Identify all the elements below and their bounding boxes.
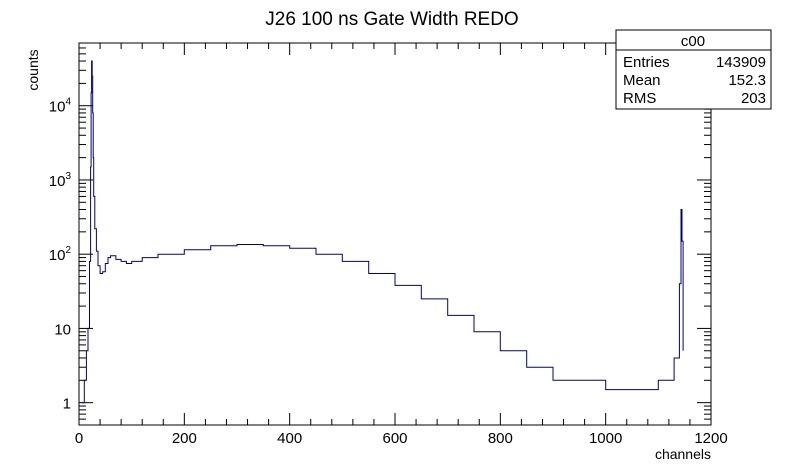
y-tick-label-0: 1 — [63, 396, 71, 413]
y-tick-label-4: 104 — [49, 97, 72, 116]
y-axis-label: counts — [25, 49, 41, 90]
x-tick-label-4: 800 — [488, 430, 513, 447]
x-axis-label: channels — [655, 446, 711, 462]
x-tick-label-5: 1000 — [589, 430, 622, 447]
stats-box: c00 Entries 143909 Mean 152.3 RMS 203 — [615, 29, 772, 110]
x-tick-label-0: 0 — [75, 430, 83, 447]
chart-title: J26 100 ns Gate Width REDO — [265, 9, 518, 30]
stats-mean-label: Mean — [623, 72, 661, 89]
y-tick-label-2: 102 — [49, 245, 72, 264]
x-tick-label-6: 1200 — [694, 430, 727, 447]
stats-rms-label: RMS — [623, 90, 656, 107]
stats-mean-value: 152.3 — [728, 72, 766, 89]
series-line — [81, 60, 684, 404]
x-tick-label-3: 600 — [382, 430, 407, 447]
x-tick-label-1: 200 — [172, 430, 197, 447]
y-tick-label-3: 103 — [49, 171, 72, 190]
y-tick-label-1: 10 — [54, 321, 71, 338]
x-tick-labels: 0 200 400 600 800 1000 1200 — [75, 430, 728, 447]
stats-box-name: c00 — [681, 33, 705, 50]
y-tick-labels: 1 10 102 103 104 — [49, 97, 72, 413]
stats-entries-value: 143909 — [716, 54, 766, 71]
x-tick-label-2: 400 — [277, 430, 302, 447]
stats-entries-label: Entries — [623, 54, 670, 71]
stats-rms-value: 203 — [741, 90, 766, 107]
